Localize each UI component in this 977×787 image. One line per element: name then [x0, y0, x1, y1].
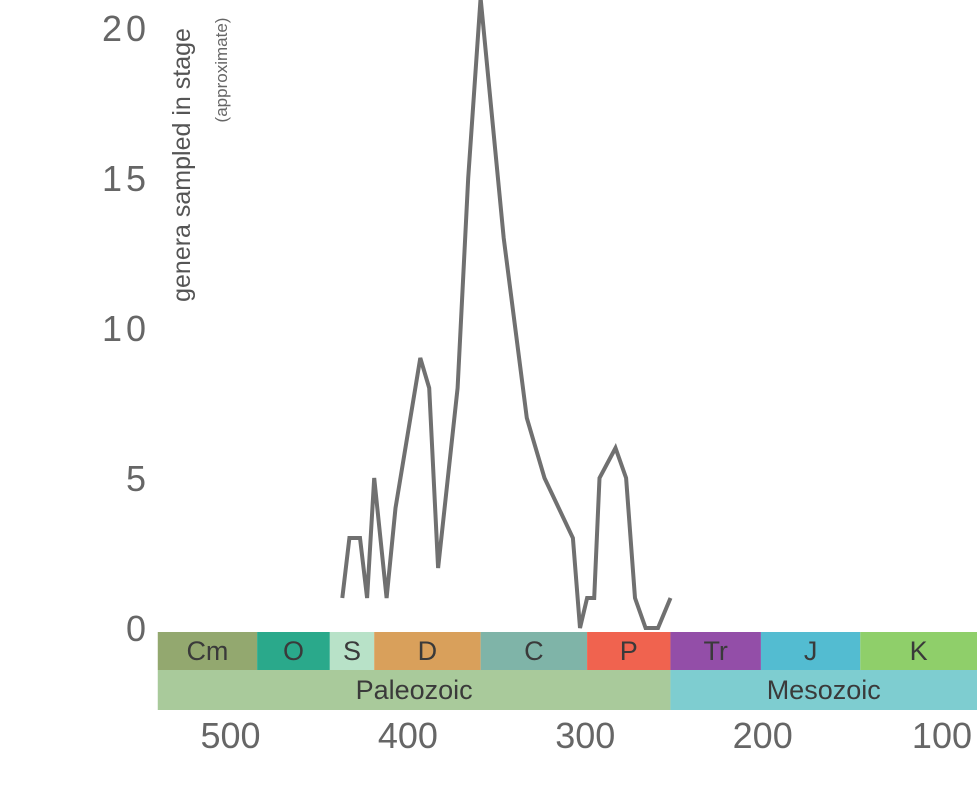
period-label: J — [804, 636, 818, 666]
era-bar: Paleozoic Mesozoic — [157, 670, 977, 710]
series-line — [340, 0, 673, 630]
x-tick-label: 400 — [378, 715, 438, 756]
period-block — [860, 632, 977, 670]
period-label: O — [283, 636, 304, 666]
y-tick-label: 10 — [102, 308, 150, 349]
y-tick-label: 5 — [126, 458, 150, 499]
period-block — [374, 632, 481, 670]
period-label: K — [910, 636, 928, 666]
period-label: S — [343, 636, 361, 666]
y-tick-label: 20 — [102, 8, 150, 49]
period-bar: Cm O S D C P Tr J K — [157, 632, 977, 670]
period-block — [670, 632, 761, 670]
y-axis-sublabel: (approximate) — [212, 18, 231, 123]
y-axis-subtitle: (approximate) — [212, 18, 231, 123]
period-block — [480, 632, 588, 670]
era-block — [670, 670, 977, 710]
x-tick-label: 500 — [200, 715, 260, 756]
period-label: P — [620, 636, 638, 666]
period-label: Cm — [186, 636, 228, 666]
period-block — [257, 632, 330, 670]
y-axis-label: genera sampled in stage — [168, 28, 196, 302]
period-label: Tr — [703, 636, 727, 666]
series-group — [340, 0, 673, 630]
x-axis-ticks: 500 400 300 200 100 — [200, 715, 972, 756]
period-label: C — [524, 636, 544, 666]
period-label: D — [418, 636, 438, 666]
period-block — [587, 632, 671, 670]
era-label: Mesozoic — [767, 675, 881, 705]
y-axis-ticks: 0 5 10 15 20 — [102, 8, 150, 649]
period-block — [329, 632, 375, 670]
y-axis-title: genera sampled in stage — [168, 28, 196, 302]
x-tick-label: 200 — [733, 715, 793, 756]
era-block — [157, 670, 671, 710]
x-tick-label: 100 — [912, 715, 972, 756]
x-tick-label: 300 — [555, 715, 615, 756]
period-block — [760, 632, 861, 670]
era-label: Paleozoic — [356, 675, 473, 705]
y-tick-label: 15 — [102, 158, 150, 199]
y-tick-label: 0 — [126, 608, 150, 649]
period-block — [157, 632, 258, 670]
